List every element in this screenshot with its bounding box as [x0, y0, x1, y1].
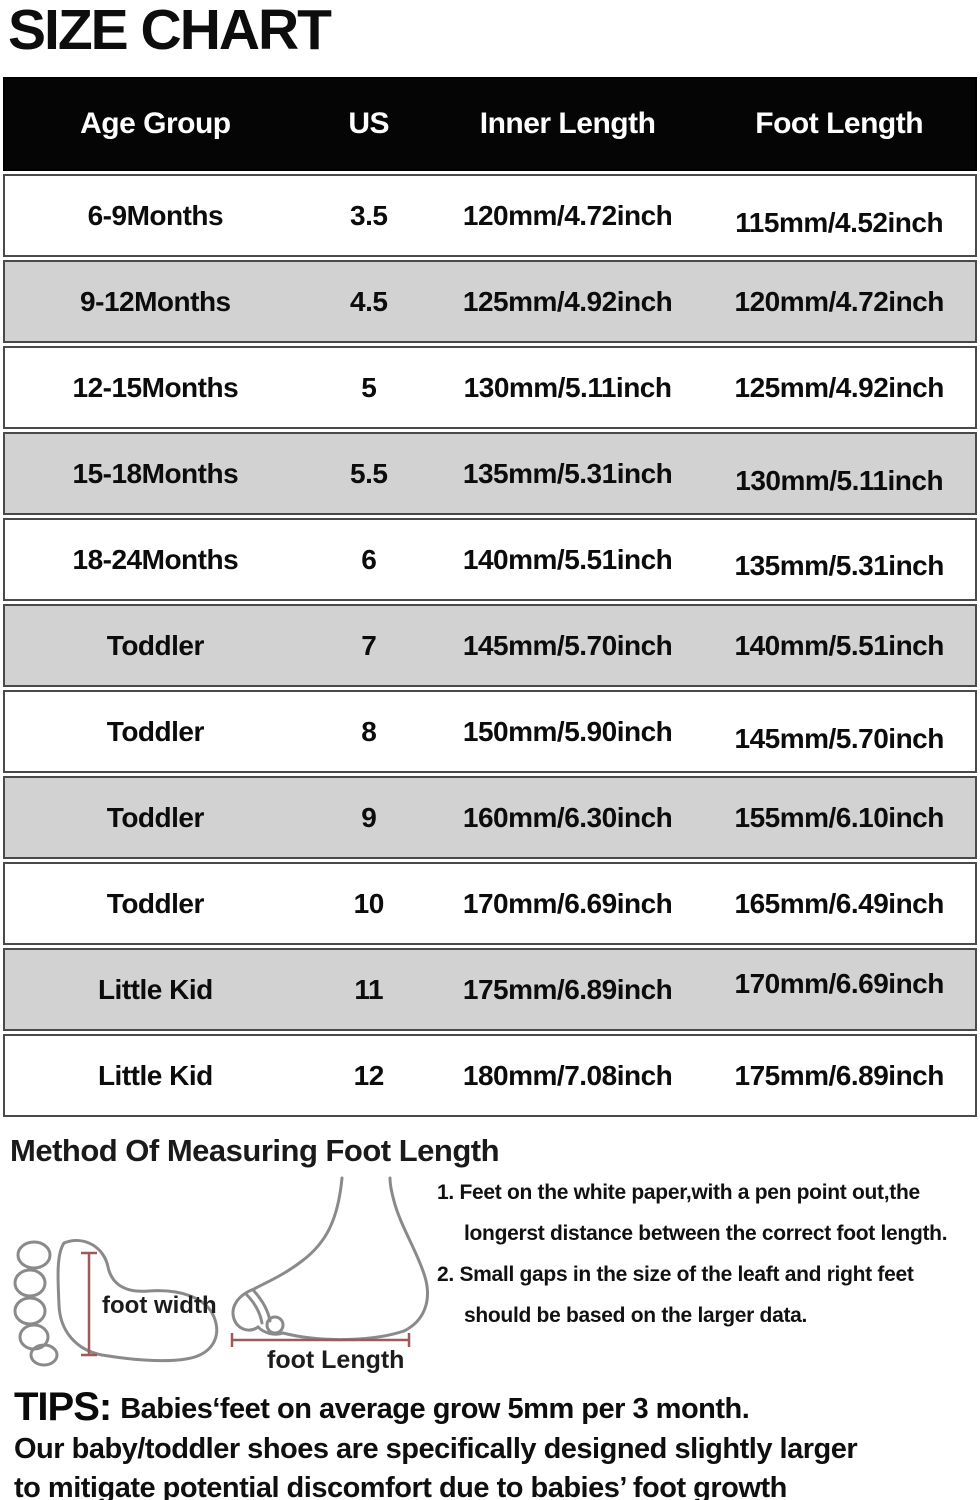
age-group-cell: Toddler — [106, 629, 205, 661]
us-size-cell: 6 — [361, 543, 377, 575]
age-group-cell: Toddler — [106, 715, 205, 747]
table-row: Little Kid 11 175mm/6.89inch 170mm/6.69i… — [3, 948, 977, 1031]
inner-length-cell: 120mm/4.72inch — [462, 199, 673, 231]
age-group-cell: Little Kid — [97, 973, 213, 1005]
inner-length-cell: 125mm/4.92inch — [462, 285, 673, 317]
column-header-foot-length: Foot Length — [755, 107, 924, 140]
tips-first-line: TIPS: Babies‘feet on average grow 5mm per… — [14, 1385, 980, 1430]
inner-length-cell: 140mm/5.51inch — [462, 543, 673, 575]
foot-length-cell: 175mm/6.89inch — [734, 1059, 945, 1091]
inner-length-cell: 130mm/5.11inch — [463, 371, 672, 403]
foot-length-cell: 140mm/5.51inch — [734, 629, 945, 661]
foot-sole-outline — [56, 1239, 219, 1363]
inner-length-cell: 175mm/6.89inch — [462, 973, 673, 1005]
table-row: 15-18Months 5.5 135mm/5.31inch 130mm/5.1… — [3, 432, 977, 515]
table-row: Toddler 8 150mm/5.90inch 145mm/5.70inch — [3, 690, 977, 773]
foot-length-label: foot Length — [267, 1346, 404, 1374]
us-size-cell: 8 — [361, 715, 377, 747]
size-table-header: Age Group US Inner Length Foot Length — [3, 77, 977, 171]
table-row: Toddler 10 170mm/6.69inch 165mm/6.49inch — [3, 862, 977, 945]
us-size-cell: 5.5 — [350, 457, 388, 489]
table-row: Little Kid 12 180mm/7.08inch 175mm/6.89i… — [3, 1034, 977, 1117]
inner-length-cell: 135mm/5.31inch — [462, 457, 673, 489]
instruction-step-1-line-1: 1. Feet on the white paper,with a pen po… — [437, 1181, 920, 1204]
table-row: 9-12Months 4.5 125mm/4.92inch 120mm/4.72… — [3, 260, 977, 343]
inner-length-cell: 170mm/6.69inch — [462, 887, 673, 919]
table-row: 12-15Months 5 130mm/5.11inch 125mm/4.92i… — [3, 346, 977, 429]
foot-length-diagram: foot Length — [230, 1176, 429, 1374]
instruction-step-2-line-1: 2. Small gaps in the size of the leaft a… — [437, 1263, 914, 1286]
tips-line-1: Babies‘feet on average grow 5mm per 3 mo… — [120, 1393, 750, 1425]
age-group-cell: Toddler — [106, 801, 205, 833]
foot-length-cell: 125mm/4.92inch — [734, 371, 945, 403]
foot-length-cell: 165mm/6.49inch — [734, 887, 945, 919]
age-group-cell: 15-18Months — [72, 457, 239, 489]
inner-length-cell: 180mm/7.08inch — [462, 1059, 673, 1091]
foot-length-cell: 155mm/6.10inch — [734, 801, 945, 833]
foot-length-cell: 130mm/5.11inch — [735, 464, 944, 496]
page-title: SIZE CHART — [8, 0, 332, 62]
age-group-cell: 12-15Months — [72, 371, 239, 403]
age-group-cell: 6-9Months — [87, 199, 224, 231]
inner-length-cell: 150mm/5.90inch — [462, 715, 673, 747]
foot-length-cell: 115mm/4.52inch — [735, 206, 944, 238]
foot-side-outline — [252, 1176, 344, 1291]
column-header-us: US — [348, 107, 390, 140]
age-group-cell: Toddler — [106, 887, 205, 919]
table-row: Toddler 9 160mm/6.30inch 155mm/6.10inch — [3, 776, 977, 859]
tips-line-3: to mitigate potential discomfort due to … — [14, 1471, 787, 1500]
instruction-step-1-line-2: longerst distance between the correct fo… — [464, 1222, 948, 1245]
age-group-cell: 18-24Months — [72, 543, 239, 575]
instruction-step-2-line-2: should be based on the larger data. — [464, 1304, 808, 1327]
foot-width-label: foot width — [102, 1292, 217, 1319]
us-size-cell: 5 — [361, 371, 377, 403]
foot-length-cell: 120mm/4.72inch — [734, 285, 945, 317]
inner-length-cell: 160mm/6.30inch — [462, 801, 673, 833]
measuring-diagram-area: foot width foot Length 1. Feet on the wh… — [0, 1173, 980, 1375]
us-size-cell: 9 — [361, 801, 377, 833]
us-size-cell: 10 — [353, 887, 385, 919]
age-group-cell: Little Kid — [97, 1059, 213, 1091]
size-table: Age Group US Inner Length Foot Length 6-… — [3, 77, 977, 1117]
table-row: Toddler 7 145mm/5.70inch 140mm/5.51inch — [3, 604, 977, 687]
measuring-instructions: 1. Feet on the white paper,with a pen po… — [437, 1181, 973, 1345]
foot-length-cell: 135mm/5.31inch — [734, 549, 945, 581]
table-row: 6-9Months 3.5 120mm/4.72inch 115mm/4.52i… — [3, 174, 977, 257]
column-header-inner-length: Inner Length — [479, 107, 656, 140]
us-size-cell: 11 — [354, 973, 384, 1005]
foot-length-cell: 145mm/5.70inch — [734, 722, 945, 754]
us-size-cell: 12 — [353, 1059, 385, 1091]
column-header-age-group: Age Group — [80, 107, 231, 140]
us-size-cell: 3.5 — [350, 199, 388, 231]
tips-label: TIPS: — [14, 1385, 112, 1429]
table-row: 18-24Months 6 140mm/5.51inch 135mm/5.31i… — [3, 518, 977, 601]
tips-line-2: Our baby/toddler shoes are specifically … — [14, 1433, 858, 1465]
foot-length-cell: 170mm/6.69inch — [734, 967, 945, 999]
tips-section: TIPS: Babies‘feet on average grow 5mm per… — [14, 1385, 980, 1500]
age-group-cell: 9-12Months — [80, 285, 231, 317]
measuring-section-title: Method Of Measuring Foot Length — [10, 1133, 500, 1168]
us-size-cell: 7 — [361, 629, 377, 661]
us-size-cell: 4.5 — [350, 285, 388, 317]
foot-width-diagram: foot width — [13, 1239, 219, 1367]
inner-length-cell: 145mm/5.70inch — [462, 629, 673, 661]
